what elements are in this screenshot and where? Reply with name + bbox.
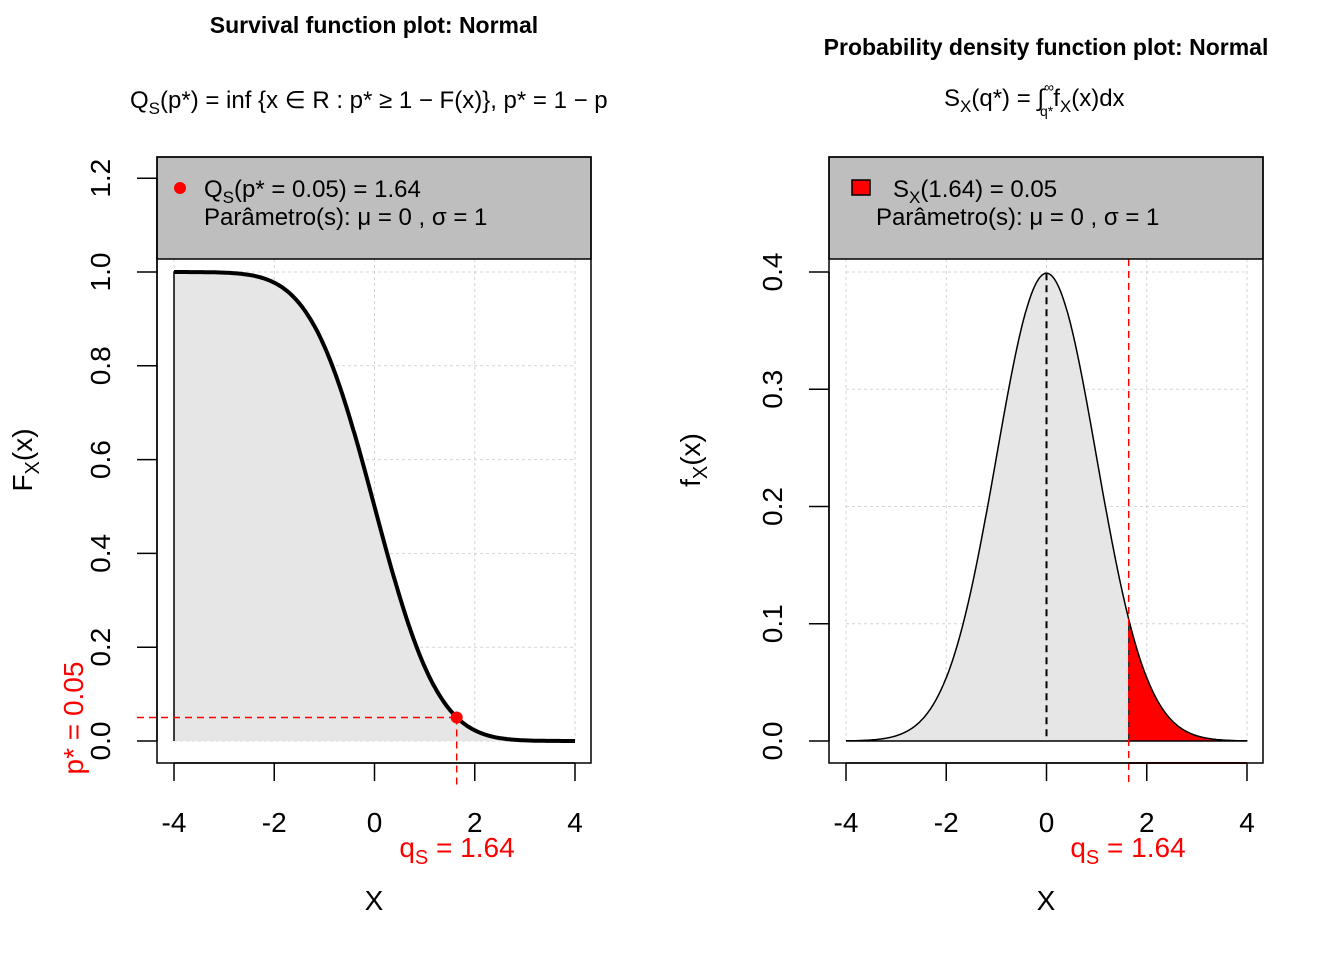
- y-axis-label: FX(x): [7, 428, 44, 491]
- x-tick-label: 4: [1239, 807, 1255, 838]
- x-tick-label: -2: [262, 807, 287, 838]
- legend-line-1: SX(1.64) = 0.05: [893, 176, 1057, 207]
- legend-line-2: Parâmetro(s): μ = 0 , σ = 1: [204, 204, 487, 231]
- x-tick-label: -4: [162, 807, 187, 838]
- chart-subtitle-formula: QS(p*) = inf {x ∈ R : p* ≥ 1 − F(x)}, p*…: [130, 87, 608, 118]
- y-tick-label: 0.0: [757, 722, 788, 761]
- chart-title: Probability density function plot: Norma…: [824, 34, 1269, 60]
- legend-line-2: Parâmetro(s): μ = 0 , σ = 1: [876, 204, 1159, 231]
- x-axis-label: X: [365, 885, 384, 916]
- quantile-annotation: qS = 1.64: [1070, 832, 1185, 869]
- y-tick-label: 0.2: [85, 628, 116, 667]
- x-tick-label: -4: [834, 807, 859, 838]
- y-tick-label: 0.4: [85, 534, 116, 573]
- x-tick-label: 2: [1139, 807, 1155, 838]
- legend-line-1: QS(p* = 0.05) = 1.64: [204, 176, 421, 207]
- density-curve: [846, 272, 1247, 742]
- x-axis-label: X: [1037, 885, 1056, 916]
- x-tick-label: 4: [567, 807, 583, 838]
- y-tick-label: 0.8: [85, 346, 116, 385]
- probability-annotation: p* = 0.05: [58, 662, 89, 775]
- survival-panel: Survival function plot: Normal QS(p*) = …: [7, 12, 608, 916]
- pdf-panel: Probability density function plot: Norma…: [675, 34, 1268, 916]
- y-tick-label: 0.1: [757, 604, 788, 643]
- x-tick-label: 2: [467, 807, 483, 838]
- legend-point-marker: [174, 182, 186, 194]
- x-tick-label: 0: [367, 807, 383, 838]
- legend-box: [828, 156, 1264, 260]
- legend-square-marker: [851, 179, 871, 196]
- y-tick-label: 0.6: [85, 440, 116, 479]
- y-tick-label: 0.3: [757, 370, 788, 409]
- x-tick-label: -2: [934, 807, 959, 838]
- y-axis-label: fX(x): [675, 433, 712, 487]
- y-tick-label: 1.2: [85, 159, 116, 198]
- survival-curve: [174, 270, 575, 743]
- y-tick-label: 0.4: [757, 253, 788, 292]
- quantile-annotation: qS = 1.64: [399, 832, 514, 869]
- quantile-point: [450, 711, 463, 724]
- chart-title: Survival function plot: Normal: [210, 12, 538, 38]
- chart-subtitle-formula: SX(q*) = ∫∞ q*fX(x)dx: [944, 79, 1125, 119]
- y-tick-label: 1.0: [85, 253, 116, 292]
- y-tick-label: 0.0: [85, 722, 116, 761]
- y-tick-label: 0.2: [757, 487, 788, 526]
- legend-box: [156, 156, 592, 260]
- x-tick-label: 0: [1039, 807, 1055, 838]
